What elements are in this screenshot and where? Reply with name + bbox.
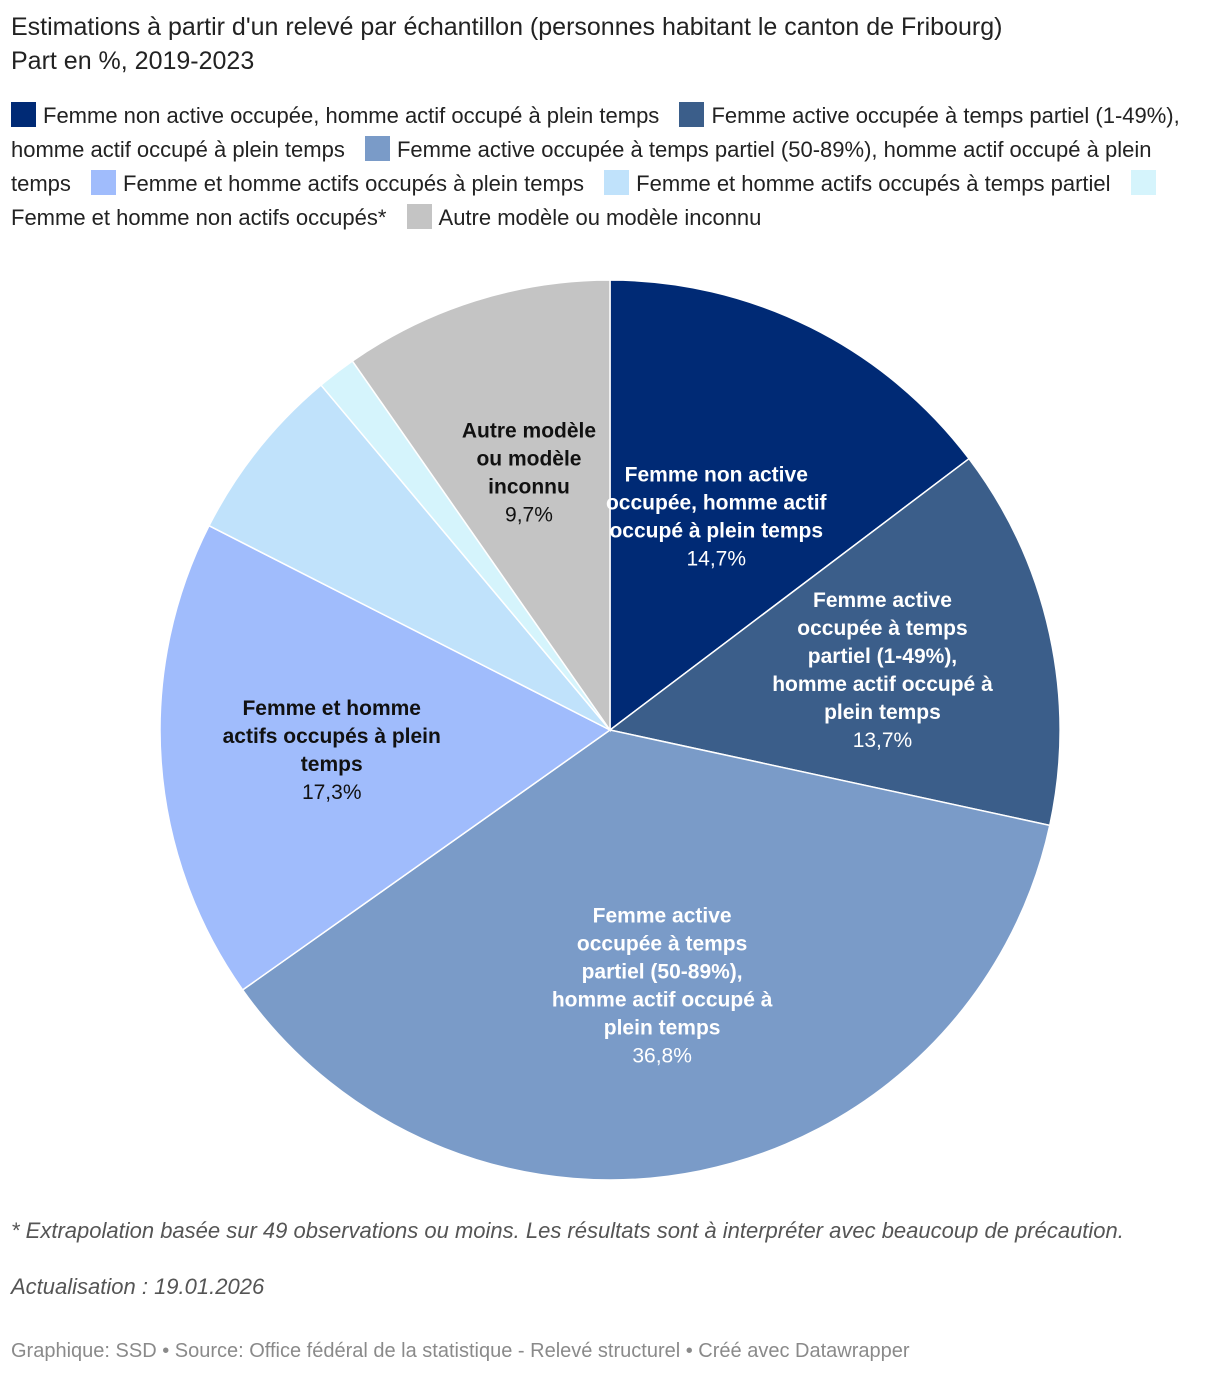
slice-value-label: 36,8% [632, 1045, 692, 1068]
slice-label-text: partiel (1-49%), [808, 645, 957, 668]
slice-label: Femme active occupée à temps partiel (1-49… [772, 589, 993, 752]
legend-item: Femme non active occupée, homme actif oc… [11, 102, 660, 128]
update-date: Actualisation : 19.01.2026 [11, 1274, 265, 1299]
slice-label-text: Autre modèle [462, 419, 596, 442]
legend-swatch [11, 102, 36, 127]
legend-label: Femme active occupée à temps partiel (1-… [11, 103, 1180, 162]
slice-label-text: inconnu [488, 475, 570, 498]
slice-label-text: Femme active [813, 589, 952, 612]
slice-label: Autre modèle ou modèle inconnu 9,7% [462, 419, 596, 526]
legend-swatch [91, 170, 117, 195]
legend-swatch [679, 102, 705, 127]
pie-slice [608, 457, 1061, 827]
slice-label-text: occupée, homme actif [606, 491, 828, 514]
legend-item: Femme et homme actifs occupés à temps pa… [604, 170, 1111, 196]
slice-value-label: 17,3% [302, 781, 362, 804]
legend-swatch [1130, 170, 1156, 195]
legend-label: Femme non active occupée, homme actif oc… [43, 103, 660, 128]
footnote: * Extrapolation basée sur 49 observation… [11, 1218, 1124, 1243]
pie-slice [609, 279, 971, 732]
slice-value-label: 13,7% [853, 729, 913, 752]
legend-label: Femme et homme actifs occupés à plein te… [123, 171, 585, 196]
legend: Femme non active occupée, homme actif oc… [11, 99, 1211, 235]
slice-value-label: 14,7% [686, 547, 746, 570]
slice-label-text: Femme et homme [242, 697, 421, 720]
slice-label-text: homme actif occupé à [552, 989, 773, 1012]
slice-label-text: partiel (50-89%), [582, 961, 743, 984]
chart-title-block: Estimations à partir d'un relevé par éch… [11, 10, 1211, 78]
legend-swatch [406, 204, 432, 229]
pie-slice [208, 384, 611, 731]
legend-label: Femme et homme non actifs occupés* [11, 205, 387, 230]
slice-label: Femme active occupée à temps partiel (50-8… [552, 905, 773, 1068]
source-footer: Graphique: SSD • Source: Office fédéral … [11, 1340, 910, 1362]
legend-item: Autre modèle ou modèle inconnu [406, 204, 762, 230]
pie-slice [159, 524, 612, 991]
slice-label-text: plein temps [604, 1017, 721, 1040]
pie-slice [241, 729, 1051, 1181]
slice-label-text: occupée à temps [577, 933, 747, 956]
slice-label-text: Femme active [593, 905, 732, 928]
legend-item: Femme active occupée à temps partiel (1-… [11, 102, 1180, 162]
legend-item: Femme et homme non actifs occupés* [11, 170, 1163, 230]
slice-label: Femme non active occupée, homme actif occu… [606, 463, 828, 570]
legend-item: Femme et homme actifs occupés à plein te… [91, 170, 585, 196]
legend-label: Autre modèle ou modèle inconnu [438, 205, 762, 230]
slice-label-text: temps [301, 753, 363, 776]
legend-swatch [604, 170, 630, 195]
slice-label-text: homme actif occupé à [772, 673, 993, 696]
legend-item: Femme active occupée à temps partiel (50… [11, 136, 1152, 196]
slice-label-text: plein temps [824, 701, 941, 724]
slice-label-text: Femme non active [625, 463, 808, 486]
legend-label: Femme et homme actifs occupés à temps pa… [636, 171, 1111, 196]
pie-chart: Femme non active occupée, homme actif occu… [159, 279, 1061, 1181]
slice-label-text: actifs occupés à plein [223, 725, 441, 748]
pie-slice [351, 279, 611, 733]
legend-swatch [364, 136, 390, 161]
slice-value-label: 9,7% [505, 503, 553, 526]
legend-label: Femme active occupée à temps partiel (50… [11, 137, 1152, 196]
slice-label-text: occupé à plein temps [609, 519, 823, 542]
slice-label-text: occupée à temps [797, 617, 967, 640]
chart-subtitle: Part en %, 2019-2023 [11, 47, 255, 75]
slice-label: Femme et homme actifs occupés à plein temp… [223, 697, 441, 804]
slice-label-text: ou modèle [476, 447, 581, 470]
chart-title: Estimations à partir d'un relevé par éch… [11, 13, 1003, 41]
